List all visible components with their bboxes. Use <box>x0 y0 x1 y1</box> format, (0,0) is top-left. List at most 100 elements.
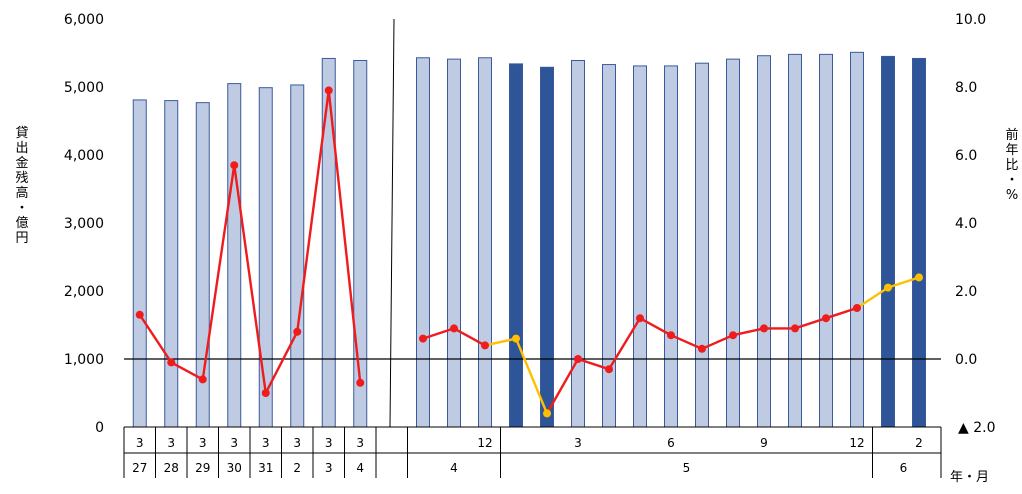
yoy-monthly-point-2 <box>481 341 489 350</box>
yoy-monthly-point-15 <box>884 283 892 292</box>
x-month-annual-5: 3 <box>293 436 301 450</box>
yoy-monthly-point-6 <box>605 365 613 374</box>
y-tick-right-4: 6.0 <box>955 148 977 164</box>
yoy-monthly-point-11 <box>760 324 768 333</box>
yoy-annual-segment-3 <box>233 165 267 394</box>
yoy-annual-point-2 <box>198 375 207 384</box>
bar-monthly-3 <box>509 63 523 428</box>
yoy-annual-segment-6 <box>327 90 362 383</box>
yoy-monthly-segment-14 <box>856 286 889 310</box>
tick-labels: 0 1,000 2,000 3,000 4,000 5,000 6,000 ▲ 2.0 0.0 2… <box>64 12 996 436</box>
x-year-annual-4: 31 <box>258 461 273 475</box>
yoy-monthly-point-7 <box>636 314 644 323</box>
bar-monthly-12 <box>788 53 802 428</box>
x-year-monthly-2: 6 <box>900 461 908 475</box>
bar-monthly-1 <box>447 58 461 428</box>
bar-monthly-14 <box>850 51 864 428</box>
yoy-annual-segment-2 <box>201 165 236 380</box>
axes <box>124 18 941 428</box>
yoy-monthly-segment-6 <box>607 317 642 370</box>
bar-annual-3 <box>227 83 242 428</box>
bar-monthly-2 <box>478 57 492 428</box>
y-tick-right-3: 4.0 <box>955 216 977 232</box>
bar-monthly-11 <box>757 55 771 428</box>
yoy-monthly-point-13 <box>822 314 830 323</box>
x-month-monthly-8: 6 <box>667 436 675 450</box>
x-year-annual-1: 28 <box>164 461 179 475</box>
yoy-monthly-point-3 <box>512 334 520 343</box>
x-year-annual-0: 27 <box>132 461 147 475</box>
yoy-annual-point-0 <box>135 310 144 319</box>
bar-monthly-8 <box>664 65 678 428</box>
x-year-annual-2: 29 <box>195 461 210 475</box>
yoy-annual-segment-1 <box>170 361 204 381</box>
yoy-monthly-point-4 <box>543 409 551 418</box>
x-month-annual-7: 3 <box>356 436 364 450</box>
bar-monthly-5 <box>571 59 585 428</box>
bar-monthly-15 <box>881 55 895 428</box>
x-year-annual-5: 2 <box>293 461 301 475</box>
yoy-monthly-point-5 <box>574 355 582 363</box>
yoy-monthly-segment-3 <box>514 338 549 414</box>
yoy-monthly-point-8 <box>667 331 675 340</box>
x-year-annual-3: 30 <box>227 461 242 475</box>
x-month-monthly-11: 9 <box>760 436 768 450</box>
yoy-monthly-segment-5 <box>577 357 610 371</box>
y-tick-left-4: 4,000 <box>64 148 104 164</box>
bar-monthly-0 <box>416 57 430 428</box>
yoy-monthly-segment-10 <box>732 327 765 337</box>
monthly-bars <box>416 51 926 428</box>
x-year-annual-7: 4 <box>356 461 364 475</box>
bar-annual-5 <box>290 84 305 428</box>
yoy-annual-segment-0 <box>138 314 173 364</box>
x-month-annual-1: 3 <box>167 436 175 450</box>
section-divider <box>389 18 395 428</box>
yoy-monthly-segment-9 <box>701 334 734 350</box>
yoy-monthly-point-16 <box>915 273 923 282</box>
yoy-monthly-point-1 <box>450 324 458 333</box>
bar-monthly-10 <box>726 58 740 428</box>
y-tick-left-1: 1,000 <box>64 352 104 368</box>
x-month-annual-0: 3 <box>136 436 144 450</box>
x-month-monthly-2: 12 <box>477 436 492 450</box>
y-tick-left-0: 0 <box>95 420 104 436</box>
bar-monthly-7 <box>633 65 647 428</box>
yoy-annual-segment-5 <box>296 90 330 332</box>
yoy-annual-segment-4 <box>264 331 299 394</box>
yoy-monthly-point-0 <box>419 334 427 343</box>
bar-monthly-13 <box>819 53 833 428</box>
x-month-annual-3: 3 <box>230 436 238 450</box>
bar-annual-0 <box>132 99 147 428</box>
yoy-annual-point-4 <box>261 389 270 397</box>
yoy-monthly-segment-8 <box>670 334 703 350</box>
annual-bars <box>132 57 368 428</box>
x-month-annual-4: 3 <box>262 436 270 450</box>
x-month-monthly-16: 2 <box>915 436 923 450</box>
yoy-monthly-point-12 <box>791 324 799 333</box>
yoy-monthly-segment-4 <box>545 358 580 414</box>
x-axis-label: 年・月 <box>950 470 989 485</box>
yoy-monthly-point-10 <box>729 331 737 340</box>
x-axis-table: 3 3 3 3 3 3 3 327 28 29 30 31 2 3 412 3 6 9 12 24 5 6年・月 <box>123 427 989 485</box>
bar-annual-1 <box>164 100 179 428</box>
x-month-monthly-14: 12 <box>849 436 864 450</box>
yoy-monthly-segment-15 <box>887 276 920 289</box>
bar-annual-4 <box>258 87 273 428</box>
yoy-monthly-segment-7 <box>639 317 672 337</box>
yoy-annual-point-5 <box>293 327 302 336</box>
yoy-monthly-point-14 <box>853 304 861 312</box>
bar-monthly-4 <box>540 66 554 428</box>
x-year-monthly-0: 4 <box>450 461 458 475</box>
yoy-annual-point-1 <box>167 358 176 367</box>
yoy-annual-point-6 <box>324 86 333 95</box>
bar-monthly-9 <box>695 62 709 428</box>
y-tick-left-5: 5,000 <box>64 80 104 96</box>
y-tick-left-2: 2,000 <box>64 284 104 300</box>
x-month-annual-6: 3 <box>325 436 333 450</box>
yoy-monthly-point-9 <box>698 344 706 353</box>
y-tick-left-3: 3,000 <box>64 216 104 232</box>
y-tick-right-1: 0.0 <box>955 352 977 368</box>
y-tick-right-5: 8.0 <box>955 80 977 96</box>
yoy-monthly-segment-13 <box>825 306 858 320</box>
